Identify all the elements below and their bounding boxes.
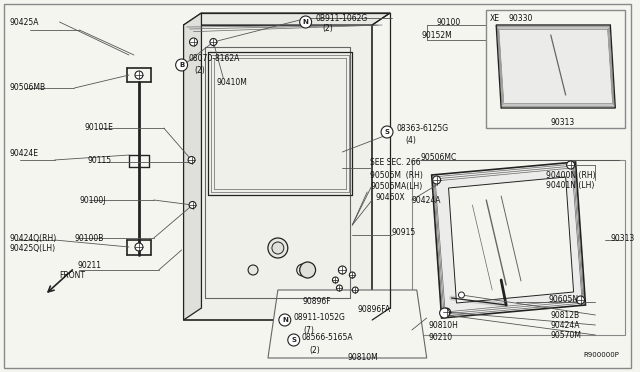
Text: 90101E: 90101E [84,122,113,131]
Text: 90424E: 90424E [10,148,39,157]
Text: R900000P: R900000P [584,352,620,358]
Circle shape [288,334,300,346]
Polygon shape [449,177,573,303]
Text: (2): (2) [323,23,333,32]
Circle shape [440,308,449,318]
Text: 0B911-1062G: 0B911-1062G [316,13,368,22]
Text: (4): (4) [405,135,416,144]
Polygon shape [184,25,372,320]
Text: 90506MC: 90506MC [420,153,457,161]
Text: 90506MA(LH): 90506MA(LH) [370,182,422,190]
Text: FRONT: FRONT [60,270,86,279]
Text: 08070-8162A: 08070-8162A [189,54,240,62]
Circle shape [135,71,143,79]
Polygon shape [496,25,615,108]
Text: 90570M: 90570M [551,330,582,340]
Circle shape [443,308,451,316]
Text: 90460X: 90460X [375,192,404,202]
Circle shape [268,238,288,258]
Text: 08911-1052G: 08911-1052G [294,314,346,323]
Text: 90810M: 90810M [348,353,378,362]
Text: 90424A: 90424A [412,196,442,205]
Circle shape [189,38,198,46]
Text: 90313: 90313 [611,234,635,243]
Text: B: B [179,62,184,68]
Circle shape [210,38,217,45]
Text: 90330: 90330 [508,13,532,22]
Text: 90605N: 90605N [548,295,579,305]
Text: 90152M: 90152M [422,31,452,39]
Text: 90410M: 90410M [216,77,247,87]
Text: 90810H: 90810H [429,321,459,330]
Polygon shape [184,13,202,320]
Text: 90400N (RH): 90400N (RH) [546,170,595,180]
Polygon shape [184,13,390,25]
Circle shape [339,266,346,274]
Text: 90313: 90313 [551,118,575,126]
Text: 90896FA: 90896FA [357,305,390,314]
Circle shape [300,262,316,278]
Circle shape [381,126,393,138]
Text: 90100: 90100 [436,17,461,26]
Text: 90100J: 90100J [79,196,106,205]
Text: 90210: 90210 [429,334,453,343]
Circle shape [297,264,308,276]
Circle shape [352,287,358,293]
Text: S: S [385,129,390,135]
Circle shape [135,243,143,251]
Text: 90115: 90115 [87,155,111,164]
Text: (2): (2) [195,65,205,74]
Circle shape [337,285,342,291]
Text: 90915: 90915 [392,228,416,237]
Text: 90424A: 90424A [551,321,580,330]
Circle shape [566,161,575,169]
Text: (7): (7) [303,326,314,334]
Circle shape [349,272,355,278]
Circle shape [300,16,312,28]
Circle shape [332,277,339,283]
Text: 08363-6125G: 08363-6125G [397,124,449,132]
Text: 90211: 90211 [77,260,101,269]
Text: N: N [303,19,308,25]
Text: 90401N (LH): 90401N (LH) [546,180,594,189]
Text: (2): (2) [310,346,321,355]
Bar [486,10,625,128]
Polygon shape [432,162,586,318]
Circle shape [248,265,258,275]
Text: 90896F: 90896F [303,298,332,307]
Text: 90425A: 90425A [10,17,40,26]
Text: 08566-5165A: 08566-5165A [301,334,353,343]
Circle shape [175,59,188,71]
Polygon shape [268,290,427,358]
Circle shape [272,242,284,254]
Circle shape [189,202,196,208]
Text: 90100B: 90100B [74,234,104,243]
Text: 90506M  (RH): 90506M (RH) [370,170,423,180]
Text: 90424Q(RH): 90424Q(RH) [10,234,57,243]
Text: 90425Q(LH): 90425Q(LH) [10,244,56,253]
Text: N: N [282,317,288,323]
Text: XE: XE [490,13,500,22]
Circle shape [188,157,195,164]
Text: 90506MB: 90506MB [10,83,46,92]
Circle shape [577,296,584,304]
Text: 90812B: 90812B [551,311,580,320]
Text: SEE SEC. 266: SEE SEC. 266 [370,157,420,167]
Text: S: S [291,337,296,343]
Circle shape [433,176,440,184]
Circle shape [458,292,465,298]
Circle shape [279,314,291,326]
